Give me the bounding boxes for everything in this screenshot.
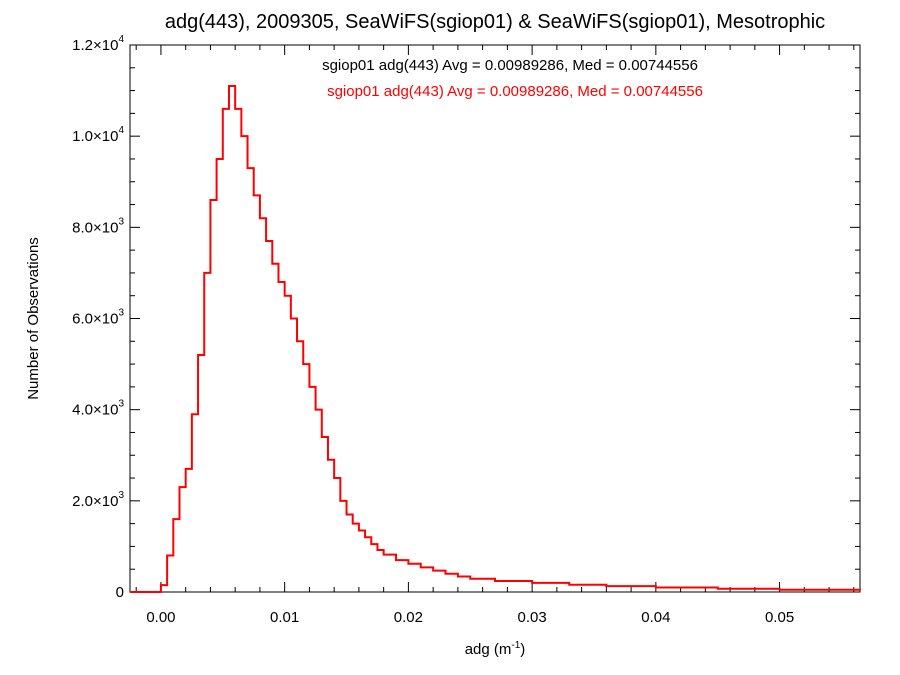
x-axis-ticks: 0.00 0.01 0.02 0.03 0.04 0.05 xyxy=(135,45,855,626)
x-tick-label: 0.00 xyxy=(146,609,175,626)
x-tick-label: 0.01 xyxy=(270,609,299,626)
x-tick-label: 0.02 xyxy=(394,609,423,626)
plot-frame xyxy=(129,44,861,593)
chart-title: adg(443), 2009305, SeaWiFS(sgiop01) & Se… xyxy=(165,11,825,33)
y-tick-label: 2.0×103 xyxy=(72,490,124,510)
y-axis-label: Number of Observations xyxy=(25,237,42,400)
histogram-series-line xyxy=(130,85,861,593)
stats-annotation-black: sgiop01 adg(443) Avg = 0.00989286, Med =… xyxy=(322,57,698,74)
y-tick-label: 6.0×103 xyxy=(72,308,124,328)
stats-annotation-red: sgiop01 adg(443) Avg = 0.00989286, Med =… xyxy=(327,83,703,100)
y-tick-label: 4.0×103 xyxy=(72,399,124,419)
y-tick-label: 1.0×104 xyxy=(72,125,124,145)
y-tick-label: 8.0×103 xyxy=(72,216,124,236)
x-tick-label: 0.05 xyxy=(765,609,794,626)
x-tick-label: 0.03 xyxy=(518,609,547,626)
x-axis-label: adg (m-1) xyxy=(465,640,526,658)
x-tick-label: 0.04 xyxy=(641,609,670,626)
y-axis-ticks: 0 2.0×103 4.0×103 6.0×103 8.0×103 1.0×104 1.2×… xyxy=(72,34,860,601)
y-tick-label: 0 xyxy=(116,584,124,601)
y-tick-label: 1.2×104 xyxy=(72,34,124,54)
